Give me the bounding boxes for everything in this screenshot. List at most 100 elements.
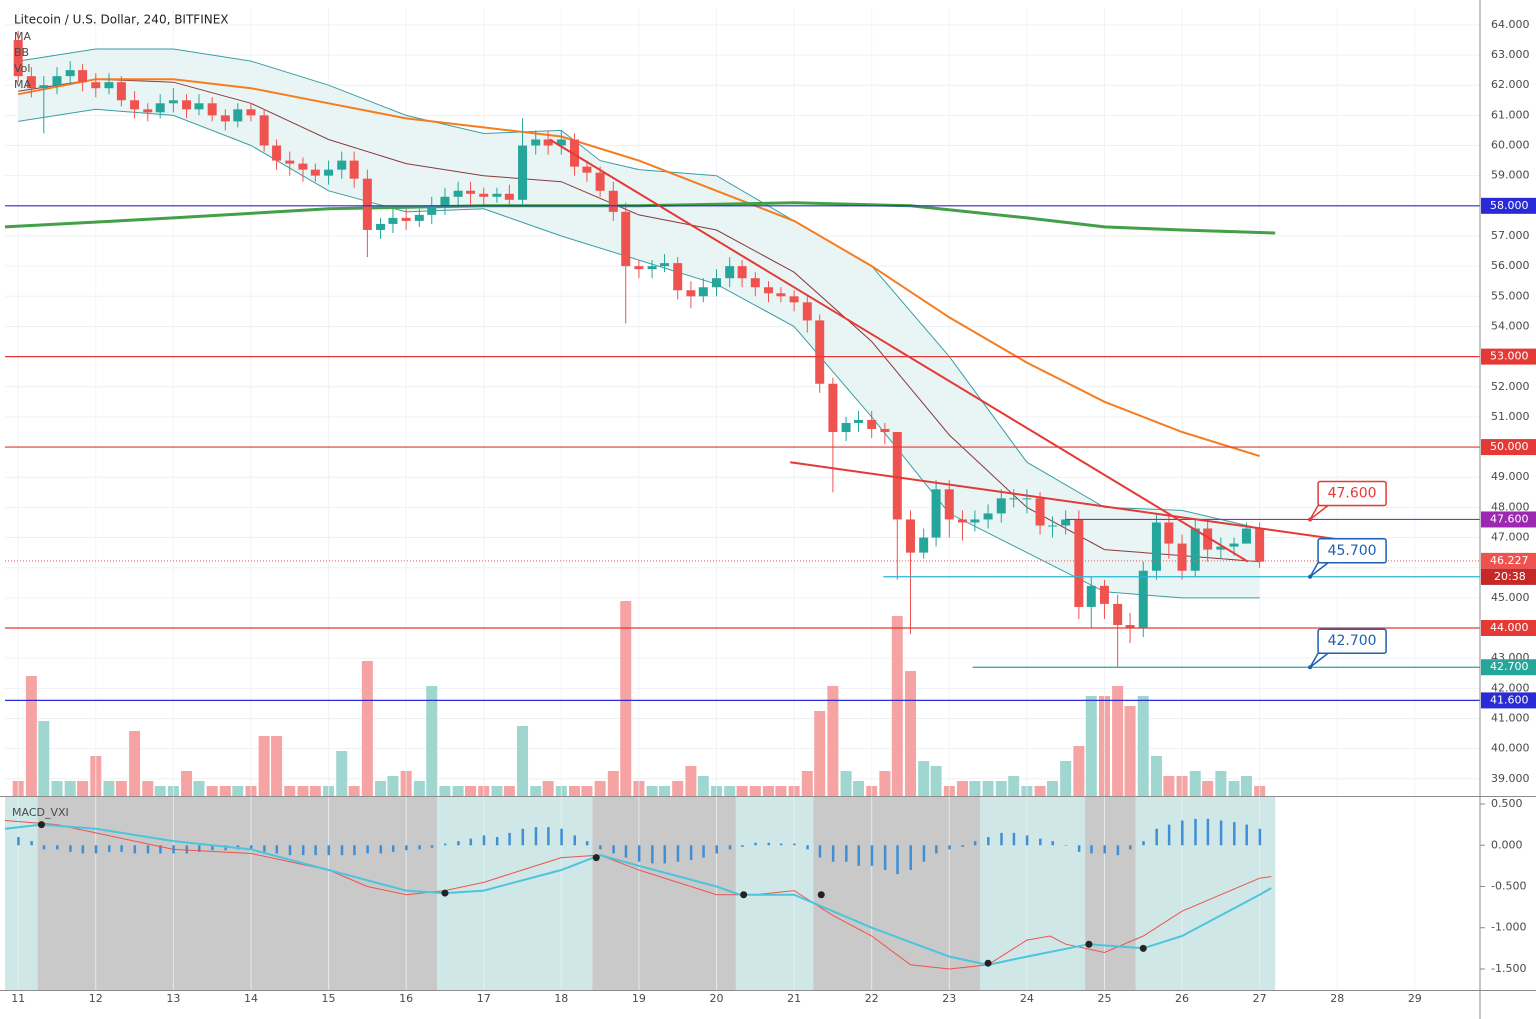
y-tick-label: 39.000 [1491, 772, 1530, 785]
candle-body [65, 70, 75, 77]
histogram-bar [469, 838, 473, 846]
histogram-bar [987, 837, 990, 846]
histogram-bar [353, 845, 356, 856]
histogram-bar [663, 845, 667, 864]
callout-label: 47.600 [1328, 485, 1377, 501]
candle-body [1113, 603, 1123, 626]
volume-bar [206, 786, 218, 796]
histogram-bar [676, 845, 680, 862]
x-tick-label: 15 [322, 992, 336, 1005]
y-tick-label: 51.000 [1491, 410, 1530, 423]
volume-bar [348, 786, 360, 796]
cross-dot [817, 891, 825, 899]
candle-body [1061, 519, 1071, 526]
histogram-bar [30, 841, 33, 846]
volume-bar [1060, 761, 1072, 796]
volume-bar [38, 721, 50, 796]
histogram-bar [69, 845, 72, 852]
candle-body [13, 39, 23, 77]
volume-bar [801, 771, 813, 796]
y-tick-label: 64.000 [1491, 18, 1530, 31]
indicator-label: Vol [14, 62, 30, 75]
volume-bar [271, 736, 283, 796]
candle-body [1216, 546, 1226, 550]
volume-bar [749, 786, 761, 796]
cross-dot [984, 959, 992, 967]
histogram-bar [94, 845, 98, 854]
candle-body [880, 428, 890, 433]
candle-body [1203, 528, 1213, 550]
candle-body [737, 266, 747, 279]
candle-body [1138, 570, 1148, 629]
histogram-bar [1181, 820, 1184, 846]
histogram-bar [457, 841, 460, 846]
y-tick-label: 42.000 [1491, 681, 1530, 694]
volume-bar [1215, 771, 1227, 796]
volume-bar [1046, 781, 1058, 796]
volume-bar [530, 786, 542, 796]
histogram-bar [1025, 835, 1029, 846]
candle-body [194, 103, 204, 110]
macd-title: MACD_VXI [12, 806, 69, 819]
cross-dot [740, 891, 748, 899]
candle-body [725, 266, 735, 279]
candle-body [531, 139, 541, 146]
volume-bar [142, 781, 154, 796]
candle-body [1047, 525, 1057, 527]
callout-anchor [1308, 574, 1313, 579]
volume-bar [115, 781, 127, 796]
histogram-bar [301, 845, 305, 856]
candle-body [634, 266, 644, 270]
histogram-bar [728, 845, 732, 850]
y-tick-label: 57.000 [1491, 229, 1530, 242]
histogram-bar [17, 837, 20, 846]
y-tick-label: 0.500 [1491, 797, 1523, 810]
candle-body [233, 109, 243, 122]
histogram-bar [845, 845, 848, 862]
cross-dot [441, 889, 449, 897]
y-tick-label: 63.000 [1491, 48, 1530, 61]
candle-body [686, 290, 696, 297]
volume-bar [258, 736, 270, 796]
candle-body [712, 278, 722, 288]
volume-bar [103, 781, 115, 796]
histogram-bar [624, 845, 628, 858]
volume-bar [581, 786, 593, 796]
volume-bar [1137, 696, 1149, 796]
histogram-bar [482, 835, 486, 846]
volume-bar [297, 786, 309, 796]
histogram-bar [973, 841, 977, 846]
callout-box [1317, 480, 1387, 507]
current-price-label: 46.227 [1490, 554, 1529, 567]
volume-bar [736, 786, 748, 796]
histogram-bar [249, 845, 253, 850]
histogram-bar [1167, 824, 1171, 846]
candle-body [647, 266, 657, 270]
callout-label: 42.700 [1328, 633, 1377, 649]
candle-body [776, 293, 786, 297]
histogram-bar [224, 845, 227, 851]
candle-body [815, 320, 825, 384]
candle-body [337, 160, 347, 170]
histogram-bar [263, 845, 266, 852]
histogram-bar [314, 845, 317, 856]
candle-body [1151, 522, 1161, 571]
histogram-bar [418, 845, 421, 850]
level-label-box [1481, 197, 1536, 214]
candle-body [492, 193, 502, 197]
histogram-bar [81, 845, 85, 854]
x-tick-label: 16 [399, 992, 413, 1005]
candle-body [919, 537, 929, 553]
histogram-bar [211, 845, 214, 851]
volume-bar [219, 786, 231, 796]
callout-label: 45.700 [1328, 543, 1377, 559]
histogram-bar [857, 845, 860, 866]
volume-bar [517, 726, 529, 796]
candle-body [130, 100, 140, 110]
histogram-bar [935, 845, 938, 854]
candle-body [828, 383, 838, 433]
candle-body [39, 85, 49, 89]
histogram-bar [327, 845, 331, 856]
callout-box [1317, 538, 1387, 564]
macd-region [1085, 797, 1136, 990]
